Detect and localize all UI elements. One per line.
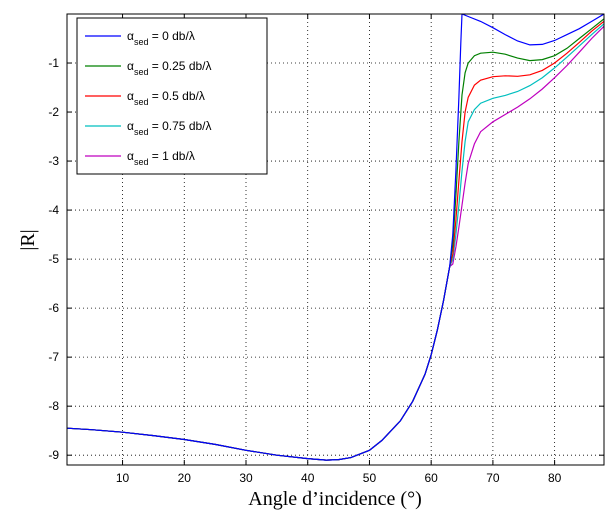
x-tick-label: 20 xyxy=(178,471,192,485)
y-tick-label: -8 xyxy=(48,399,59,413)
legend-entry-2: αsed = 0.5 db/λ xyxy=(127,89,205,107)
x-axis-label: Angle d’incidence (°) xyxy=(248,488,421,510)
y-tick-label: -3 xyxy=(48,154,59,168)
x-tick-label: 40 xyxy=(301,471,315,485)
y-tick-label: -4 xyxy=(48,203,59,217)
x-tick-label: 80 xyxy=(548,471,562,485)
plot-frame xyxy=(66,13,605,466)
y-tick-label: -9 xyxy=(48,448,59,462)
y-tick-label: -6 xyxy=(48,301,59,315)
series-lines xyxy=(67,14,604,461)
y-tick-label: -5 xyxy=(48,252,59,266)
series-line-0 xyxy=(67,14,604,461)
x-tick-label: 70 xyxy=(486,471,500,485)
y-axis-label: |R| xyxy=(17,229,39,250)
x-tick-label: 10 xyxy=(116,471,130,485)
x-tick-label: 50 xyxy=(363,471,377,485)
legend-entry-3: αsed = 0.75 db/λ xyxy=(127,119,212,137)
legend-entry-0: αsed = 0 db/λ xyxy=(127,29,195,47)
grid xyxy=(67,14,604,465)
axis-ticks: 10 20 30 40 50 60 70 80 -1 -2 -3 -4 -5 -6 -7 -8 -9 xyxy=(48,14,604,485)
x-tick-label: 30 xyxy=(239,471,253,485)
x-tick-label: 60 xyxy=(424,471,438,485)
y-tick-label: -1 xyxy=(48,56,59,70)
legend-entry-4: αsed = 1 db/λ xyxy=(127,149,195,167)
y-tick-label: -2 xyxy=(48,105,59,119)
legend: αsed = 0 db/λ αsed = 0.25 db/λ αsed = 0.5 … xyxy=(76,17,268,175)
y-tick-label: -7 xyxy=(48,350,59,364)
legend-entry-1: αsed = 0.25 db/λ xyxy=(127,59,212,77)
